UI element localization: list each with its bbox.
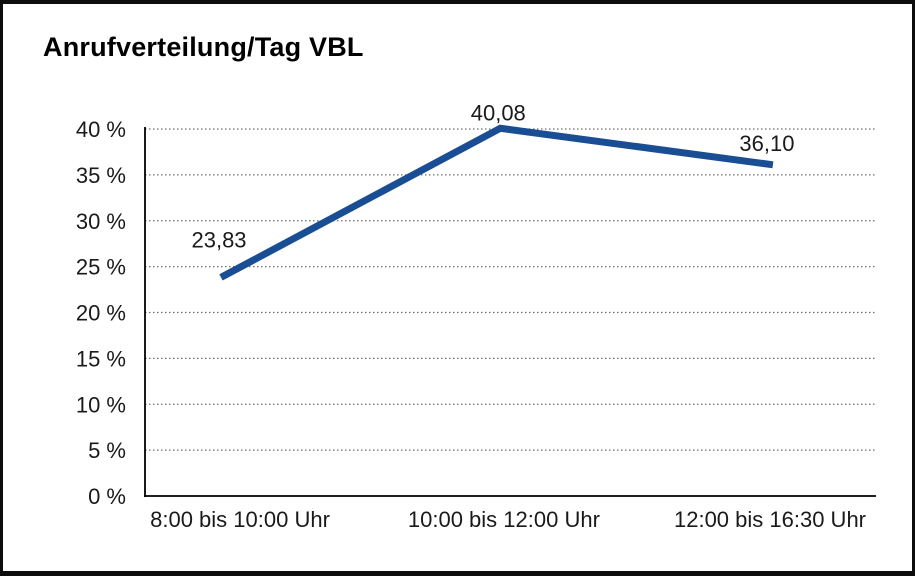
value-label: 36,10: [739, 131, 794, 156]
y-tick-label: 5 %: [88, 438, 126, 463]
line-chart-canvas: 0 % 5 % 10 % 15 % 20 % 25 % 30 % 35 % 40 % 23,83 4…: [76, 100, 876, 532]
data-line: [219, 124, 774, 281]
y-tick-label: 30 %: [76, 209, 126, 234]
y-tick-label: 40 %: [76, 117, 126, 142]
x-category-label: 12:00 bis 16:30 Uhr: [674, 507, 866, 532]
y-tick-label: 20 %: [76, 301, 126, 326]
chart-title: Anrufverteilung/Tag VBL: [43, 32, 364, 62]
value-label: 23,83: [191, 227, 246, 252]
y-tick-label: 0 %: [88, 484, 126, 509]
y-tick-label: 10 %: [76, 392, 126, 417]
y-tick-label: 35 %: [76, 163, 126, 188]
y-tick-label: 15 %: [76, 346, 126, 371]
value-label: 40,08: [471, 100, 526, 125]
x-category-label: 10:00 bis 12:00 Uhr: [408, 507, 600, 532]
y-tick-label: 25 %: [76, 255, 126, 280]
x-category-label: 8:00 bis 10:00 Uhr: [150, 507, 330, 532]
